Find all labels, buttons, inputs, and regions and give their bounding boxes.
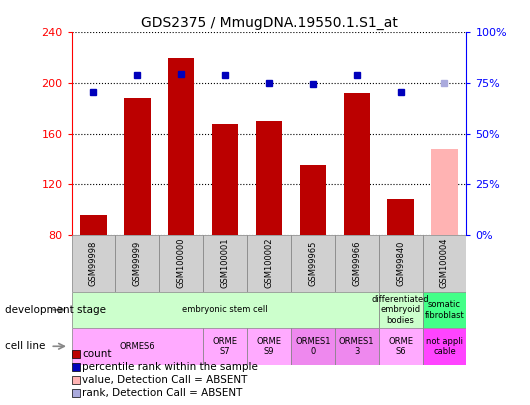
Text: embryonic stem cell: embryonic stem cell xyxy=(182,305,268,314)
Bar xyxy=(291,328,335,364)
Text: ORME
S9: ORME S9 xyxy=(257,337,281,356)
Bar xyxy=(203,235,247,292)
Text: GSM99840: GSM99840 xyxy=(396,241,405,286)
Text: GSM100002: GSM100002 xyxy=(264,238,273,288)
Text: count: count xyxy=(82,350,112,359)
Text: GSM99965: GSM99965 xyxy=(308,241,317,286)
Bar xyxy=(378,235,422,292)
Bar xyxy=(422,235,466,292)
Text: GSM99966: GSM99966 xyxy=(352,241,361,286)
Bar xyxy=(72,292,378,328)
Text: ORME
S7: ORME S7 xyxy=(213,337,237,356)
Bar xyxy=(422,292,466,328)
Bar xyxy=(335,328,378,364)
Text: ORMES1
0: ORMES1 0 xyxy=(295,337,331,356)
Bar xyxy=(291,235,335,292)
Text: not appli
cable: not appli cable xyxy=(426,337,463,356)
Bar xyxy=(343,93,370,235)
Text: GSM99999: GSM99999 xyxy=(133,241,142,286)
Bar xyxy=(81,215,107,235)
Bar xyxy=(160,235,203,292)
Text: ORMES6: ORMES6 xyxy=(120,342,155,351)
Bar xyxy=(422,328,466,364)
Text: ORME
S6: ORME S6 xyxy=(388,337,413,356)
Text: rank, Detection Call = ABSENT: rank, Detection Call = ABSENT xyxy=(82,388,243,398)
Text: development stage: development stage xyxy=(5,305,107,315)
Text: GSM100000: GSM100000 xyxy=(176,238,186,288)
Bar xyxy=(247,328,291,364)
Text: value, Detection Call = ABSENT: value, Detection Call = ABSENT xyxy=(82,375,248,385)
Bar xyxy=(168,58,195,235)
Bar xyxy=(212,124,238,235)
Bar xyxy=(378,328,422,364)
Text: GSM100001: GSM100001 xyxy=(220,238,229,288)
Bar xyxy=(335,235,378,292)
Text: differentiated
embryoid
bodies: differentiated embryoid bodies xyxy=(372,295,429,325)
Bar xyxy=(124,98,151,235)
Bar xyxy=(247,235,291,292)
Bar xyxy=(116,235,160,292)
Bar xyxy=(72,235,116,292)
Text: ORMES1
3: ORMES1 3 xyxy=(339,337,375,356)
Bar xyxy=(299,165,326,235)
Bar xyxy=(431,149,457,235)
Text: GSM100004: GSM100004 xyxy=(440,238,449,288)
Text: percentile rank within the sample: percentile rank within the sample xyxy=(82,362,258,372)
Text: cell line: cell line xyxy=(5,341,46,351)
Bar xyxy=(387,199,414,235)
Bar xyxy=(72,328,203,364)
Text: GSM99998: GSM99998 xyxy=(89,241,98,286)
Bar xyxy=(203,328,247,364)
Bar xyxy=(378,292,422,328)
Title: GDS2375 / MmugDNA.19550.1.S1_at: GDS2375 / MmugDNA.19550.1.S1_at xyxy=(140,16,398,30)
Bar xyxy=(256,121,282,235)
Text: somatic
fibroblast: somatic fibroblast xyxy=(425,300,464,320)
